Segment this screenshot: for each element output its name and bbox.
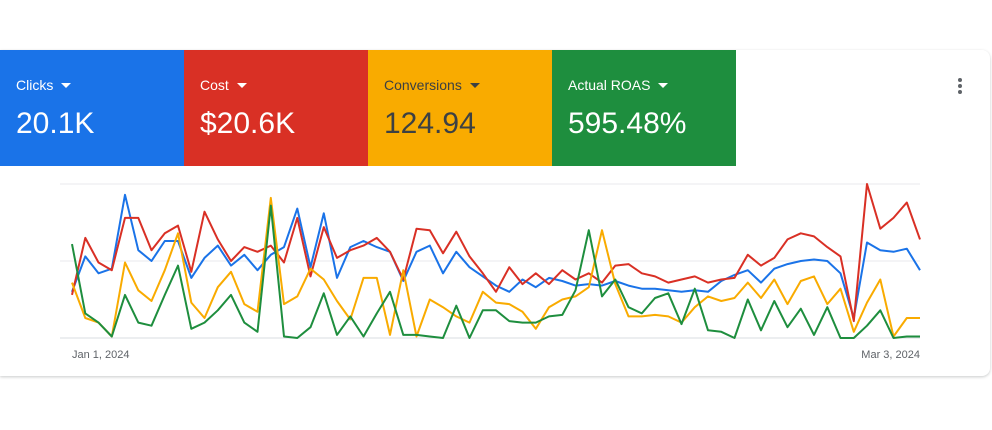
metric-tile-header: Actual ROAS <box>568 77 736 93</box>
series-line-actual-roas <box>71 204 920 339</box>
metric-value: $20.6K <box>200 107 296 140</box>
series-line-cost <box>71 183 921 323</box>
chart-series <box>71 183 921 339</box>
dropdown-caret-icon <box>61 82 72 88</box>
more-options-button[interactable] <box>945 74 975 98</box>
x-axis-label-end: Mar 3, 2024 <box>861 349 920 361</box>
metric-tile-conversions[interactable]: Conversions 124.94 <box>368 50 552 166</box>
metric-tile-actual-roas[interactable]: Actual ROAS 595.48% <box>552 50 736 166</box>
series-line-conversions <box>71 196 920 338</box>
more-vert-icon <box>958 78 962 82</box>
series-line-clicks <box>71 193 921 319</box>
more-vert-icon-dot <box>958 84 962 88</box>
metric-tiles: Clicks 20.1K Cost $20.6K Conversions 124… <box>0 50 736 166</box>
metric-value: 20.1K <box>16 107 95 140</box>
metric-tile-clicks[interactable]: Clicks 20.1K <box>0 50 184 166</box>
metric-label: Actual ROAS <box>568 77 651 93</box>
dropdown-caret-icon <box>236 82 247 88</box>
metric-tile-header: Clicks <box>16 77 184 93</box>
dropdown-caret-icon <box>469 82 480 88</box>
metric-label: Clicks <box>16 77 54 93</box>
metric-tile-header: Cost <box>200 77 368 93</box>
metric-tile-cost[interactable]: Cost $20.6K <box>184 50 368 166</box>
more-vert-icon-dot <box>958 90 962 94</box>
metric-value: 595.48% <box>568 107 687 140</box>
metric-label: Cost <box>200 77 229 93</box>
metric-value: 124.94 <box>384 107 476 140</box>
metric-label: Conversions <box>384 77 462 93</box>
performance-line-chart: Jan 1, 2024 Mar 3, 2024 <box>60 183 921 361</box>
dropdown-caret-icon <box>658 82 669 88</box>
metric-tile-header: Conversions <box>384 77 552 93</box>
x-axis-label-start: Jan 1, 2024 <box>72 349 130 361</box>
performance-card: Clicks 20.1K Cost $20.6K Conversions 124… <box>0 50 990 376</box>
